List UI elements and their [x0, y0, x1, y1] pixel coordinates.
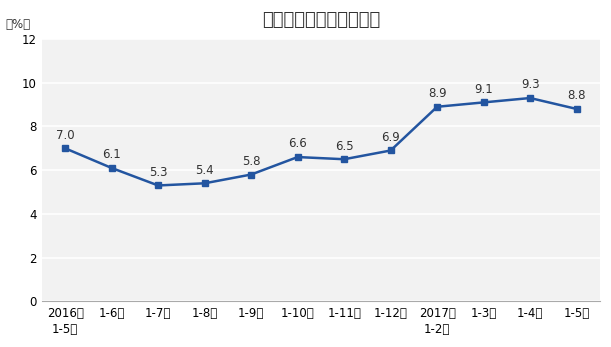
Text: 5.4: 5.4 [196, 164, 214, 177]
Text: 5.3: 5.3 [149, 166, 167, 179]
Text: 8.9: 8.9 [428, 87, 447, 100]
Text: 9.3: 9.3 [521, 78, 540, 92]
Text: 6.6: 6.6 [288, 137, 307, 151]
Text: 6.9: 6.9 [381, 131, 400, 144]
Text: 9.1: 9.1 [474, 83, 493, 96]
Text: 6.5: 6.5 [335, 140, 353, 153]
Text: 8.8: 8.8 [568, 90, 586, 102]
Title: 全国房地产开发投资增速: 全国房地产开发投资增速 [262, 11, 380, 29]
Text: 6.1: 6.1 [102, 149, 121, 161]
Text: （%）: （%） [5, 18, 31, 31]
Text: 5.8: 5.8 [242, 155, 260, 168]
Text: 7.0: 7.0 [56, 129, 75, 142]
